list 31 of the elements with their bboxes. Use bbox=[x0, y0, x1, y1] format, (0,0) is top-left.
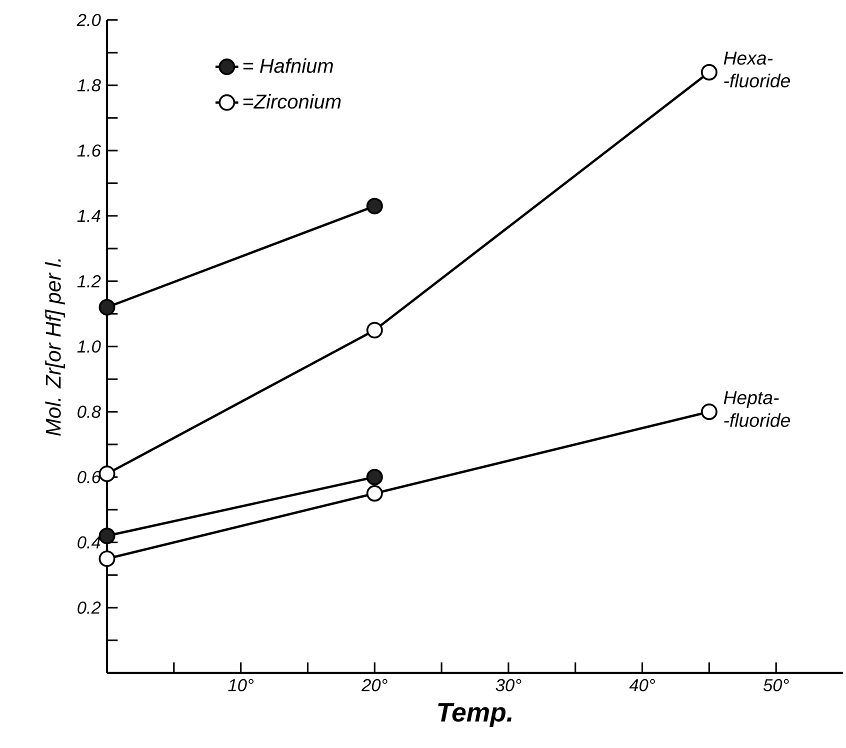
y-tick-label: 2.0 bbox=[76, 14, 101, 26]
point bbox=[98, 299, 116, 316]
point bbox=[700, 64, 718, 80]
point bbox=[700, 404, 718, 420]
y-tick-label: 1.2 bbox=[77, 275, 101, 288]
y-tick-label: 0.6 bbox=[78, 470, 101, 484]
y-tick-label: 0.8 bbox=[78, 406, 101, 418]
point bbox=[366, 468, 383, 486]
point bbox=[366, 198, 383, 214]
legend-label: = Hafnium bbox=[243, 58, 333, 73]
y-tick-label: 1.4 bbox=[77, 210, 100, 222]
x-tick-label: 20° bbox=[361, 679, 388, 692]
y-axis-title: Mol. Zr[or Hf] per l. bbox=[45, 259, 66, 436]
x-tick-label: 40° bbox=[629, 679, 655, 692]
y-tick-label: 0.4 bbox=[78, 536, 100, 549]
point bbox=[98, 466, 116, 482]
y-tick-label: 1.6 bbox=[77, 144, 101, 157]
x-axis-title: Temp. bbox=[438, 703, 512, 728]
annotation: Hepta- -fluoride bbox=[724, 391, 790, 427]
point bbox=[98, 550, 116, 567]
point bbox=[366, 485, 383, 502]
y-tick-label: 1.8 bbox=[77, 79, 101, 92]
annotation: Hexa- -fluoride bbox=[724, 52, 790, 88]
x-tick-label: 50° bbox=[763, 679, 789, 692]
y-tick-label: 1.0 bbox=[77, 340, 101, 353]
x-tick-label: 30° bbox=[496, 679, 522, 692]
legend-label: =Zirconium bbox=[243, 94, 341, 109]
point bbox=[98, 528, 116, 544]
y-tick-label: 0.2 bbox=[78, 602, 101, 614]
x-tick-label: 10° bbox=[228, 679, 254, 692]
point bbox=[366, 322, 383, 338]
